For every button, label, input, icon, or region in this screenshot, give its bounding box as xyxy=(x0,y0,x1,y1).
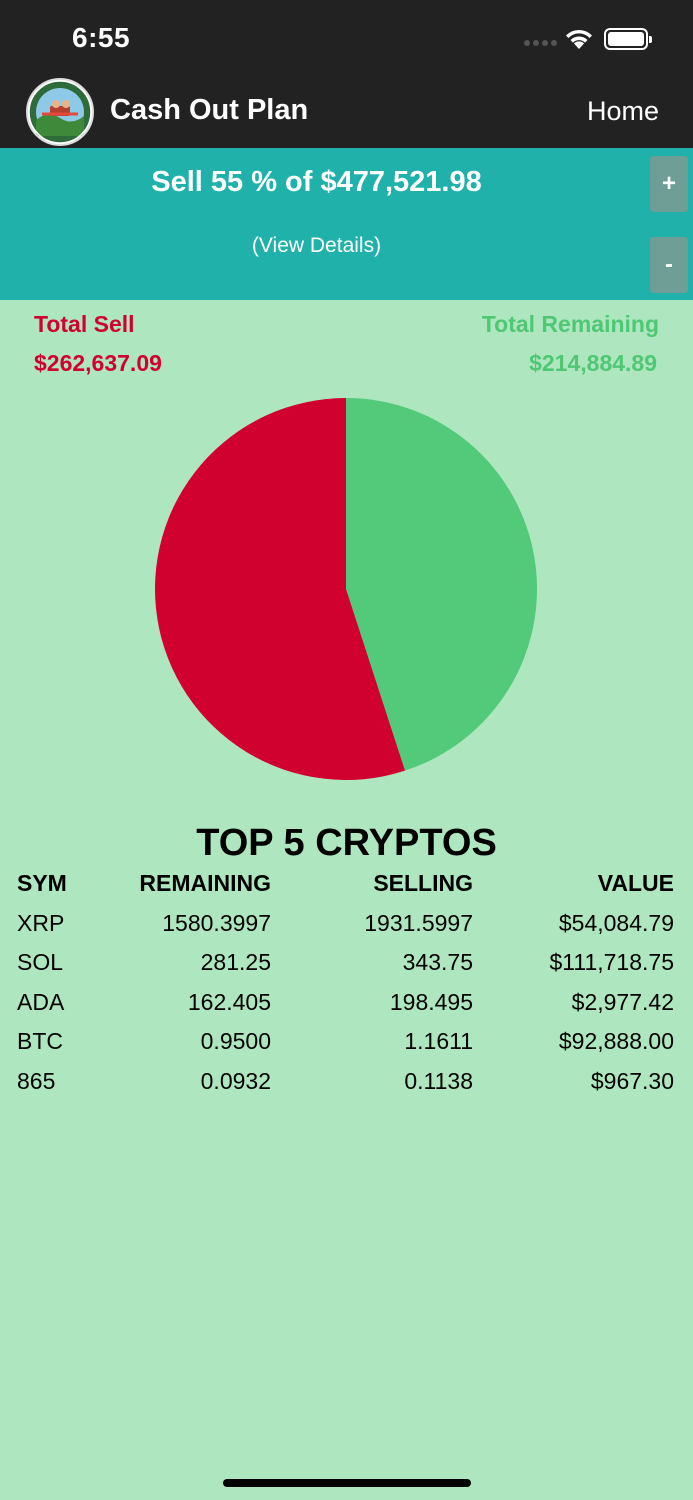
view-details-link[interactable]: (View Details) xyxy=(251,234,382,257)
total-sell-label: Total Sell xyxy=(34,311,135,337)
total-sell-value: $262,637.09 xyxy=(34,350,162,376)
battery-icon xyxy=(604,28,652,50)
sell-remaining-pie-chart xyxy=(155,398,537,780)
app-logo-icon xyxy=(26,78,94,146)
total-remaining-label: Total Remaining xyxy=(481,311,659,337)
cell-remaining: 162.405 xyxy=(187,988,271,1015)
status-time: 6:55 xyxy=(72,22,131,53)
top-cryptos-title: TOP 5 CRYPTOS xyxy=(196,822,497,864)
wifi-icon xyxy=(566,29,592,49)
cell-remaining: 0.0932 xyxy=(200,1067,271,1094)
sell-panel: Sell 55 % of $477,521.98 (View Details) … xyxy=(0,148,693,300)
home-button[interactable]: Home xyxy=(587,96,660,126)
header-value: VALUE xyxy=(597,870,674,896)
cell-symbol: XRP xyxy=(17,909,65,936)
top-cryptos-table: SYM REMAINING SELLING VALUE XRP 1580.3997 1931… xyxy=(0,866,693,1103)
table-row: BTC 0.9500 1.1611 $92,888.00 xyxy=(0,1024,693,1064)
cell-selling: 1.1611 xyxy=(404,1028,473,1054)
cell-remaining: 281.25 xyxy=(200,949,271,975)
home-indicator[interactable] xyxy=(223,1479,471,1487)
table-header-row: SYM REMAINING SELLING VALUE xyxy=(0,866,693,906)
cell-symbol: SOL xyxy=(17,949,64,975)
page-title: Cash Out Plan xyxy=(110,94,309,126)
header-selling: SELLING xyxy=(373,870,473,896)
cell-value: $111,718.75 xyxy=(549,949,675,975)
sell-percentage-headline: Sell 55 % of $477,521.98 xyxy=(151,166,482,198)
header-remaining: REMAINING xyxy=(139,870,271,896)
cell-value: $54,084.79 xyxy=(558,909,674,936)
cellular-signal-icon xyxy=(524,40,557,46)
cell-symbol: 865 xyxy=(17,1067,56,1094)
table-row: 865 0.0932 0.1138 $967.30 xyxy=(0,1064,693,1104)
cell-remaining: 0.9500 xyxy=(200,1028,271,1054)
cell-symbol: BTC xyxy=(17,1028,63,1054)
header-symbol: SYM xyxy=(17,870,67,896)
pie-slice-sell xyxy=(155,398,406,780)
table-row: XRP 1580.3997 1931.5997 $54,084.79 xyxy=(0,906,693,946)
top-bar: 6:55 Cash Out Plan Home xyxy=(0,0,693,148)
pie-slice-remaining xyxy=(346,398,537,771)
cell-remaining: 1580.3997 xyxy=(162,909,271,936)
total-remaining-value: $214,884.89 xyxy=(529,350,657,376)
cell-selling: 198.495 xyxy=(389,988,473,1015)
increase-percentage-button[interactable]: + xyxy=(650,156,688,212)
cell-value: $92,888.00 xyxy=(558,1028,674,1054)
cell-value: $2,977.42 xyxy=(571,988,674,1015)
table-row: ADA 162.405 198.495 $2,977.42 xyxy=(0,985,693,1025)
decrease-percentage-button[interactable]: - xyxy=(650,237,688,293)
cell-selling: 1931.5997 xyxy=(364,909,473,936)
cell-selling: 343.75 xyxy=(402,949,473,975)
cell-symbol: ADA xyxy=(17,988,65,1015)
cell-selling: 0.1138 xyxy=(404,1067,473,1094)
table-row: SOL 281.25 343.75 $111,718.75 xyxy=(0,945,693,985)
cell-value: $967.30 xyxy=(590,1067,674,1094)
